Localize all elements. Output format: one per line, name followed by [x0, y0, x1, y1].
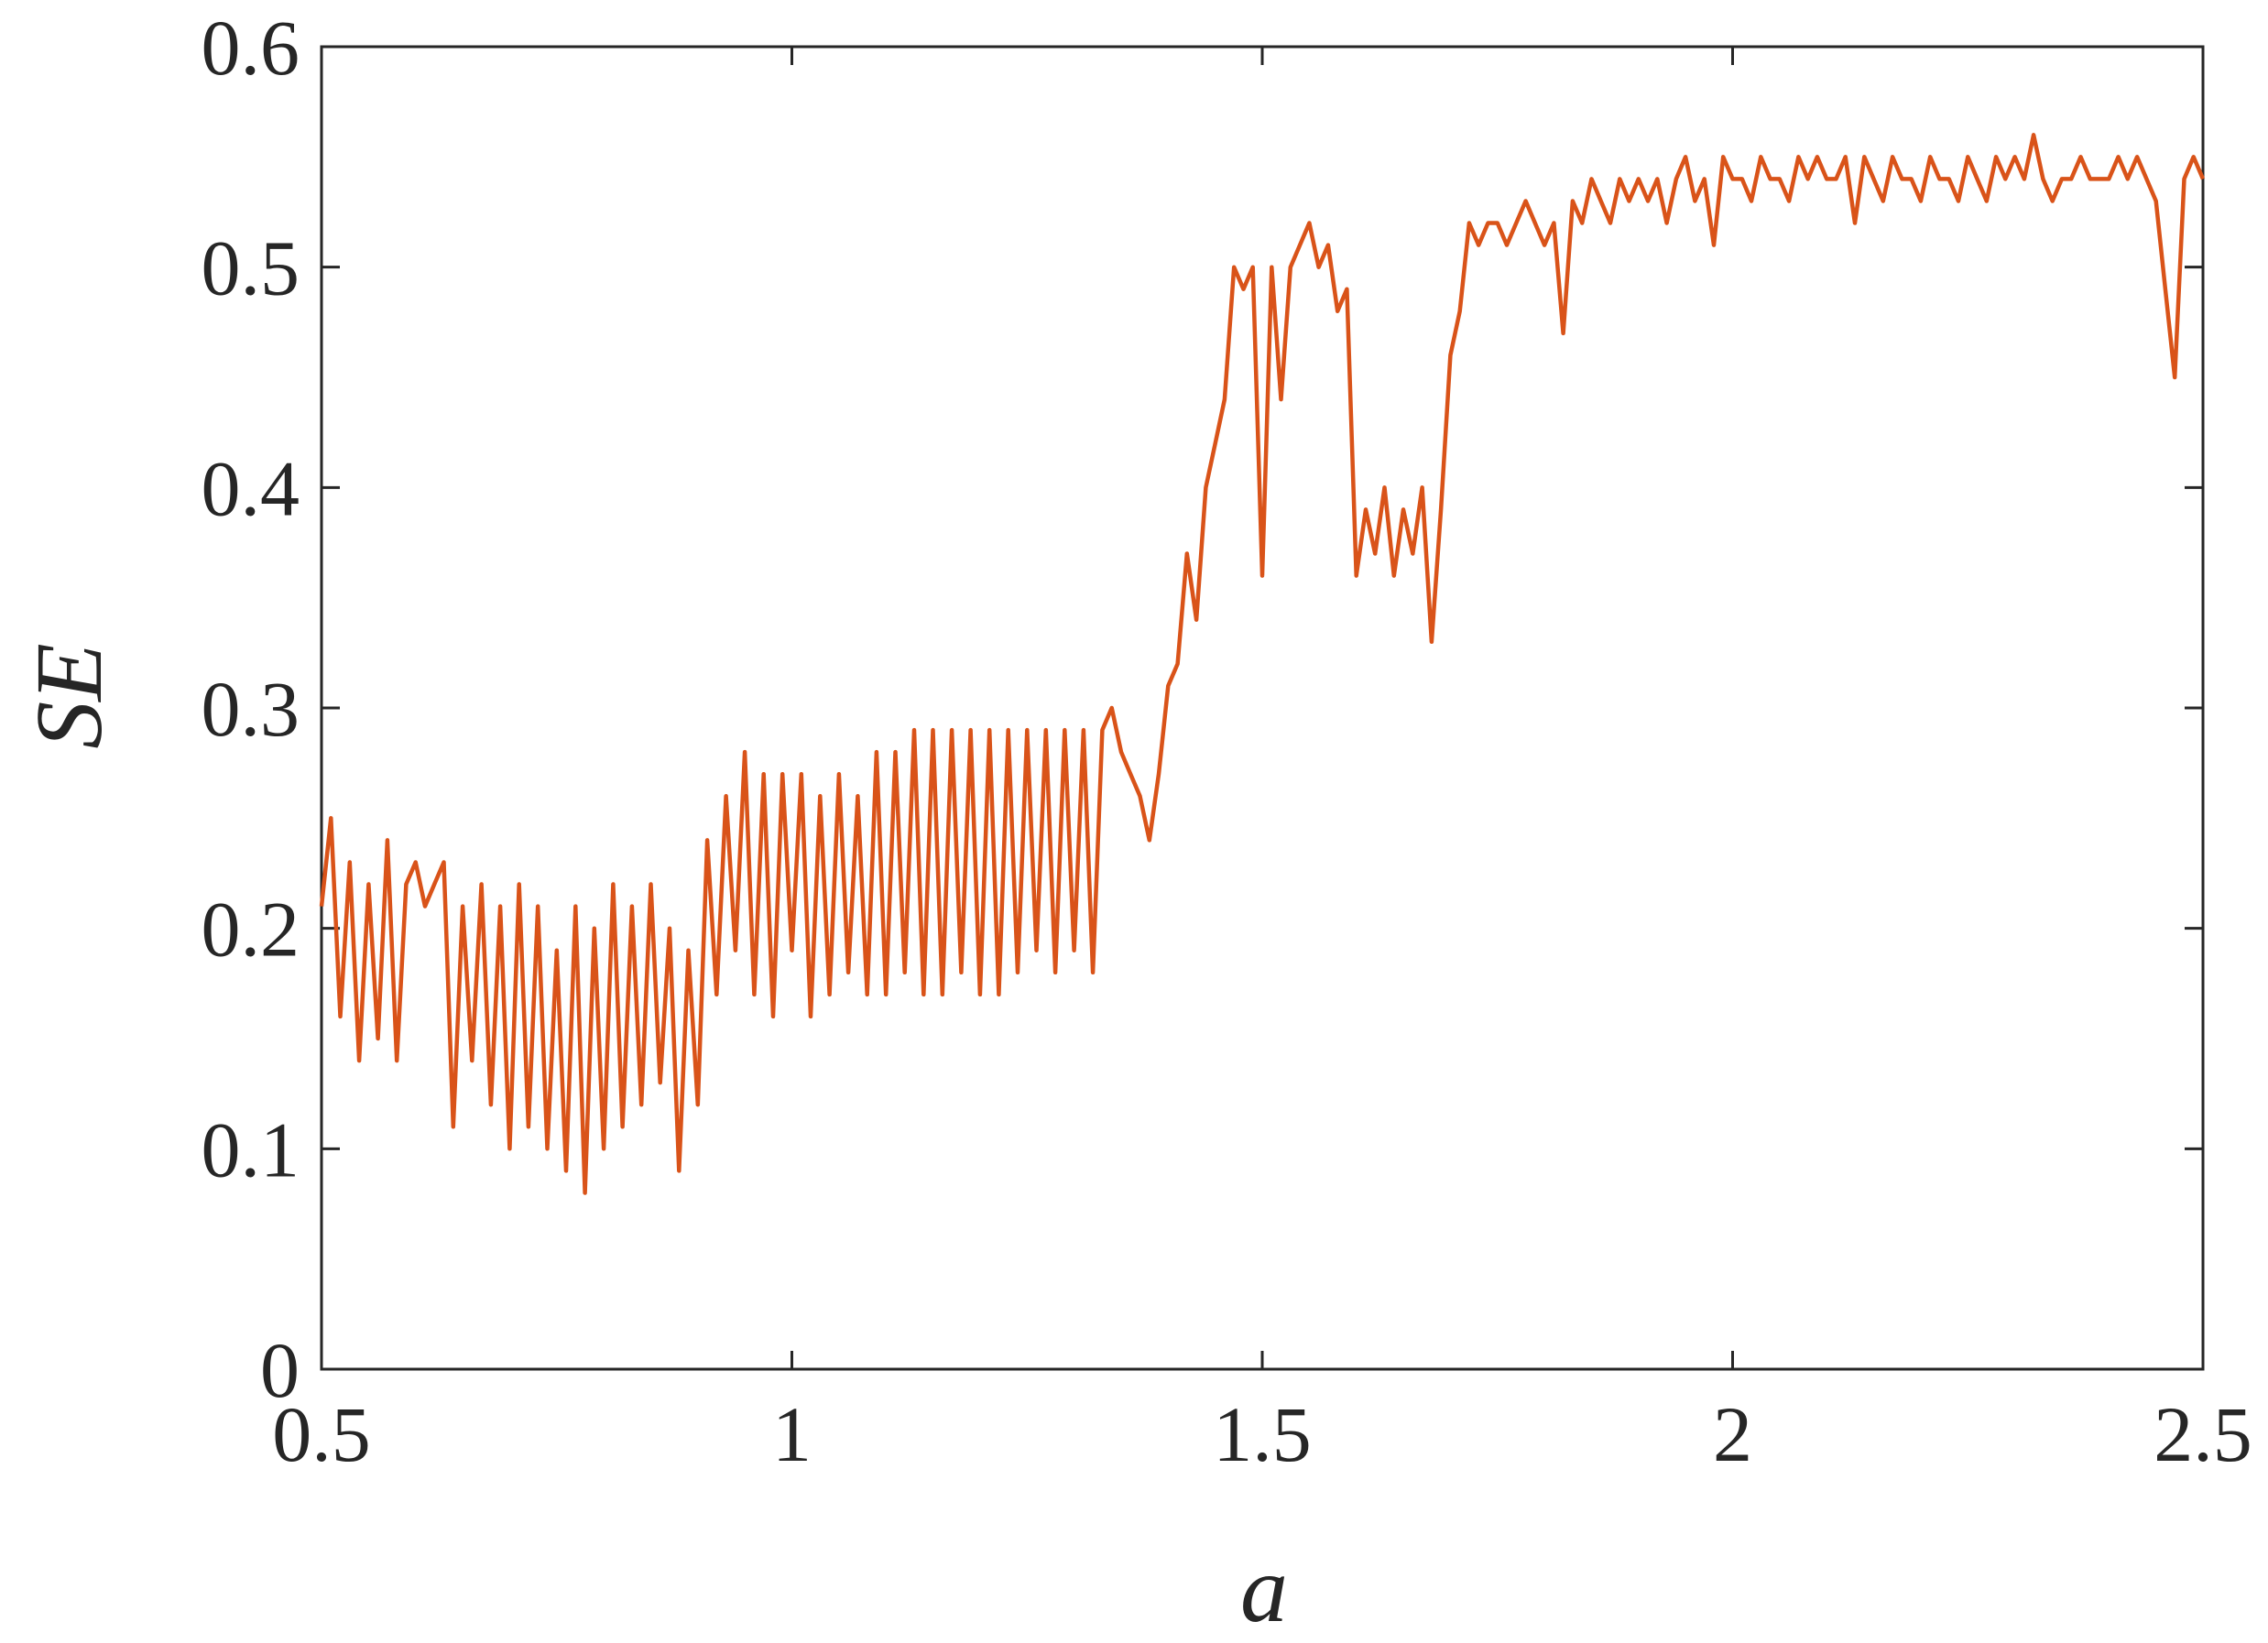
data-line	[319, 133, 2206, 1195]
y-tick-label: 0.5	[202, 224, 300, 312]
x-tick-label: 2	[1713, 1390, 1752, 1478]
y-tick-label: 0.1	[202, 1105, 300, 1193]
y-tick-label: 0.4	[202, 444, 300, 532]
plot-frame	[320, 45, 2205, 1371]
x-tick-label: 1	[772, 1390, 812, 1478]
x-tick-label: 2.5	[2154, 1390, 2252, 1478]
x-axis-label: a	[1240, 1537, 1288, 1642]
y-tick-label: 0.2	[202, 886, 300, 974]
y-tick-label: 0.3	[202, 665, 300, 753]
y-tick-label: 0	[260, 1326, 300, 1414]
y-tick-label: 0.6	[202, 4, 300, 92]
x-tick-label: 1.5	[1213, 1390, 1312, 1478]
x-tick-label: 0.5	[272, 1390, 371, 1478]
y-axis-label: SE	[16, 643, 122, 749]
